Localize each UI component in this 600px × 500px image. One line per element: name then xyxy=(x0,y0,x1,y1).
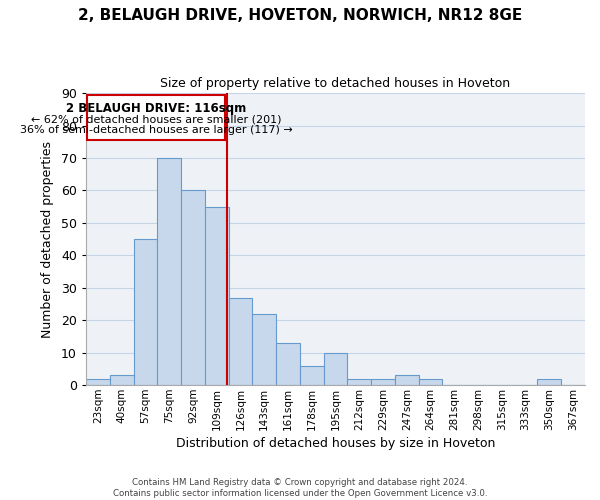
Text: 2, BELAUGH DRIVE, HOVETON, NORWICH, NR12 8GE: 2, BELAUGH DRIVE, HOVETON, NORWICH, NR12… xyxy=(78,8,522,22)
Bar xyxy=(253,314,276,385)
Bar xyxy=(395,376,419,385)
Y-axis label: Number of detached properties: Number of detached properties xyxy=(41,140,54,338)
Bar xyxy=(371,378,395,385)
Text: 2 BELAUGH DRIVE: 116sqm: 2 BELAUGH DRIVE: 116sqm xyxy=(66,102,246,115)
Bar xyxy=(181,190,205,385)
Bar xyxy=(134,239,157,385)
X-axis label: Distribution of detached houses by size in Hoveton: Distribution of detached houses by size … xyxy=(176,437,495,450)
Bar xyxy=(323,352,347,385)
Bar xyxy=(229,298,253,385)
Text: ← 62% of detached houses are smaller (201): ← 62% of detached houses are smaller (20… xyxy=(31,114,281,124)
Text: Contains HM Land Registry data © Crown copyright and database right 2024.
Contai: Contains HM Land Registry data © Crown c… xyxy=(113,478,487,498)
Bar xyxy=(419,378,442,385)
FancyBboxPatch shape xyxy=(87,94,225,140)
Bar xyxy=(300,366,323,385)
Bar xyxy=(538,378,561,385)
Bar xyxy=(110,376,134,385)
Title: Size of property relative to detached houses in Hoveton: Size of property relative to detached ho… xyxy=(160,78,511,90)
Bar xyxy=(86,378,110,385)
Bar xyxy=(347,378,371,385)
Text: 36% of semi-detached houses are larger (117) →: 36% of semi-detached houses are larger (… xyxy=(20,125,293,135)
Bar xyxy=(276,343,300,385)
Bar xyxy=(157,158,181,385)
Bar xyxy=(205,206,229,385)
